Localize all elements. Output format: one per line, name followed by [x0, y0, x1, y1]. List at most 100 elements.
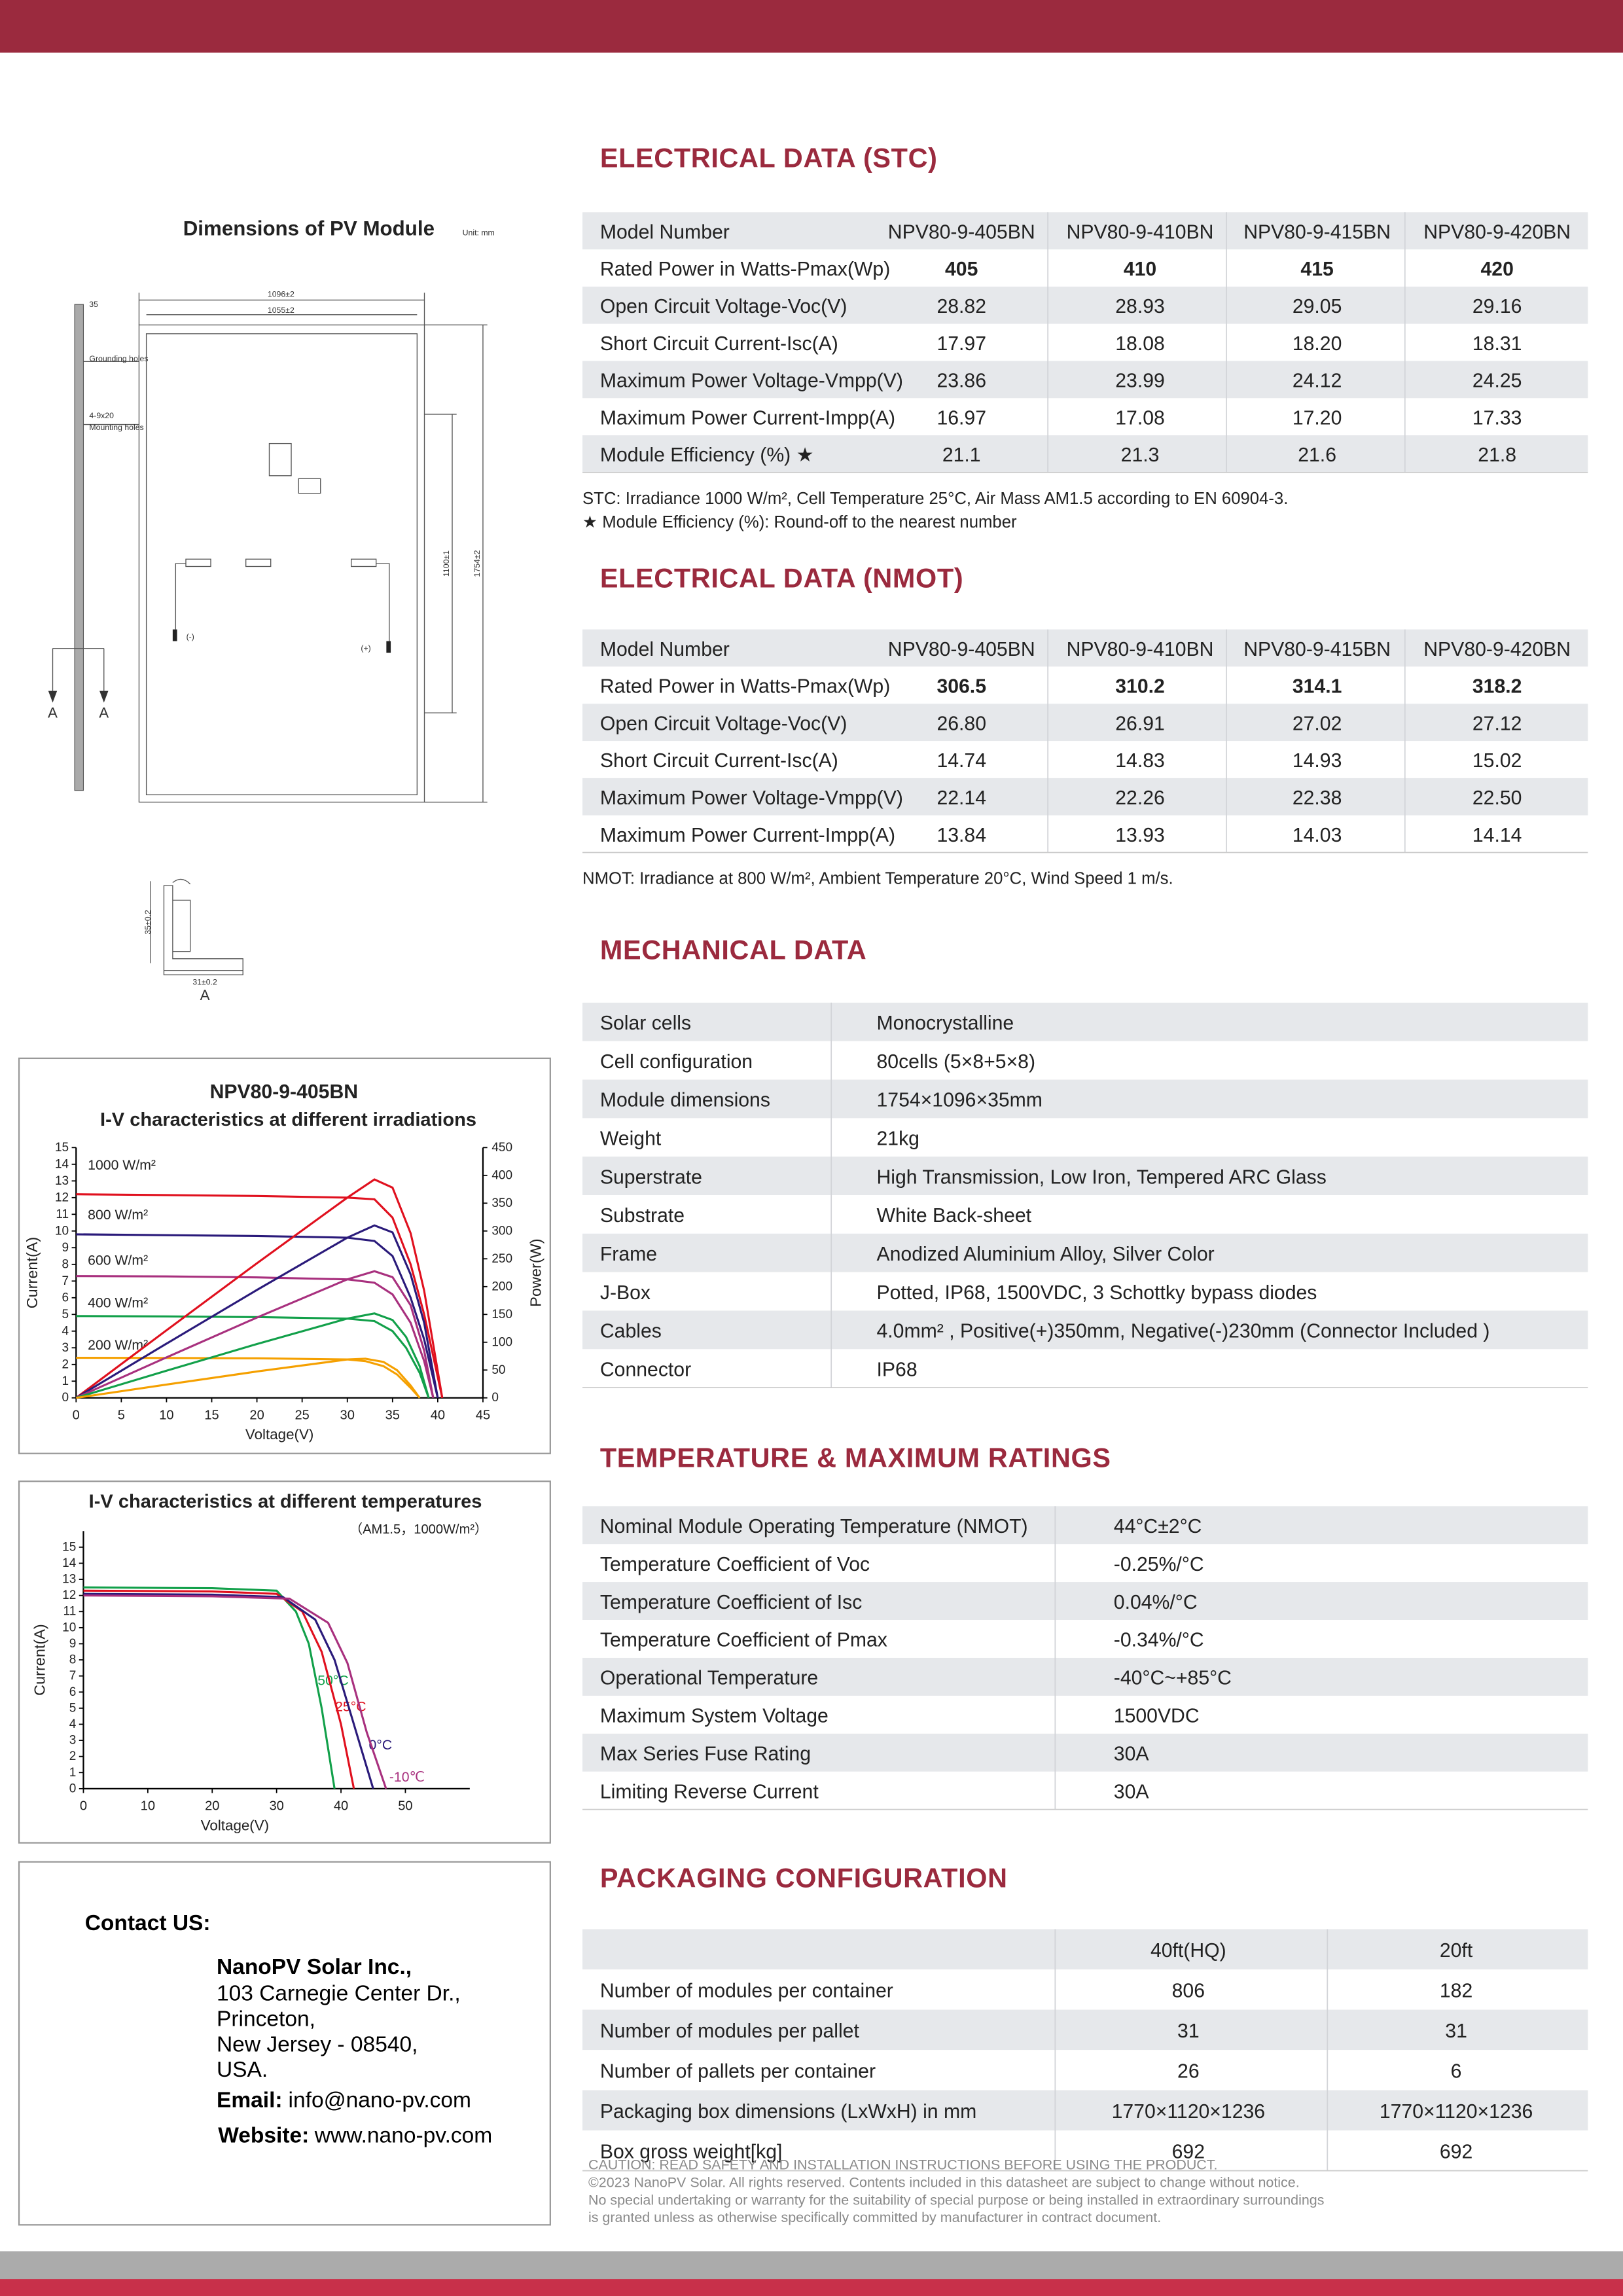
- curve: [75, 1270, 435, 1399]
- y-tick-label: 12: [55, 1191, 69, 1204]
- x-tick-label: 30: [340, 1408, 355, 1423]
- email: info@nano-pv.com: [289, 2089, 471, 2113]
- row-bg: [582, 1310, 1588, 1350]
- dimension-label: 1055±2: [268, 306, 294, 315]
- table-cell: IP68: [877, 1359, 918, 1380]
- table-cell: Open Circuit Voltage-Voc(V): [600, 296, 847, 317]
- curve: [76, 1193, 444, 1399]
- y-tick-label: 2: [69, 1749, 77, 1763]
- curve: [76, 1356, 421, 1399]
- bottom-grey-bar: [0, 2251, 1623, 2280]
- table-cell: 29.05: [1293, 296, 1342, 317]
- table-note: NMOT: Irradiance at 800 W/m², Ambient Te…: [582, 870, 1173, 888]
- table-cell: NPV80-9-405BN: [888, 639, 1035, 660]
- row-bg: [582, 1002, 1588, 1041]
- table-cell: 30A: [1114, 1781, 1150, 1803]
- y-tick-label: 10: [55, 1224, 69, 1238]
- table-cell: Rated Power in Watts-Pmax(Wp): [600, 676, 890, 698]
- table-cell: 310.2: [1115, 676, 1165, 698]
- contact-heading: Contact US:: [85, 1911, 211, 1935]
- table-cell: 24.12: [1293, 370, 1342, 392]
- curve-label: 800 W/m²: [88, 1207, 148, 1223]
- table-cell: 182: [1440, 1981, 1472, 2002]
- table-cell: Number of modules per pallet: [600, 2020, 860, 2042]
- table-cell: Frame: [600, 1244, 657, 1265]
- y-tick-label: 5: [69, 1701, 77, 1715]
- row-bg: [582, 1157, 1588, 1196]
- table-cell: 31: [1445, 2020, 1467, 2042]
- y-tick-label: 8: [62, 1257, 69, 1271]
- table-cell: 17.08: [1115, 407, 1165, 429]
- dimension-label: 35: [89, 300, 98, 309]
- row-bg: [582, 1657, 1588, 1696]
- table-cell: Maximum System Voltage: [600, 1706, 829, 1727]
- table-cell: Short Circuit Current-Isc(A): [600, 750, 838, 772]
- y2-axis-label: Power(W): [527, 1238, 544, 1306]
- table-cell: NPV80-9-415BN: [1243, 221, 1391, 243]
- table-cell: Module Efficiency (%) ★: [600, 444, 814, 466]
- section-title: TEMPERATURE & MAXIMUM RATINGS: [600, 1443, 1111, 1473]
- y-tick-label: 14: [55, 1157, 69, 1171]
- x-tick-label: 50: [398, 1799, 412, 1814]
- table-cell: Limiting Reverse Current: [600, 1781, 819, 1803]
- x-tick-label: 5: [118, 1408, 125, 1423]
- x-tick-label: 20: [205, 1799, 219, 1814]
- table-cell: Model Number: [600, 221, 730, 243]
- table-cell: 1500VDC: [1114, 1706, 1200, 1727]
- table-cell: Operational Temperature: [600, 1668, 818, 1689]
- row-bg: [582, 778, 1588, 816]
- y-tick-label: 6: [69, 1685, 77, 1699]
- y2-tick-label: 250: [491, 1252, 512, 1266]
- table-cell: NPV80-9-415BN: [1243, 639, 1391, 660]
- table-cell: Solar cells: [600, 1013, 691, 1034]
- table-cell: 1770×1120×1236: [1380, 2101, 1533, 2123]
- table-cell: Substrate: [600, 1205, 685, 1227]
- table-cell: 806: [1172, 1981, 1205, 2002]
- table-cell: Maximum Power Current-Impp(A): [600, 407, 895, 429]
- dimension-label: A: [200, 987, 210, 1003]
- table-cell: 17.20: [1293, 407, 1342, 429]
- x-tick-label: 30: [269, 1799, 283, 1814]
- x-axis-label: Voltage(V): [201, 1817, 269, 1833]
- table-cell: 692: [1172, 2142, 1205, 2163]
- table-cell: NPV80-9-410BN: [1067, 639, 1214, 660]
- table-cell: Rated Power in Watts-Pmax(Wp): [600, 259, 890, 280]
- table-cell: 28.82: [936, 296, 986, 317]
- table-cell: 14.93: [1293, 750, 1342, 772]
- y-tick-label: 15: [62, 1540, 76, 1554]
- x-tick-label: 25: [294, 1408, 309, 1423]
- y-tick-label: 6: [62, 1291, 69, 1304]
- y-axis-label: Current(A): [31, 1624, 48, 1696]
- table-cell: Number of modules per container: [600, 1981, 893, 2002]
- curve: [75, 1178, 444, 1399]
- table-cell: 17.97: [936, 333, 986, 355]
- table-cell: 22.38: [1293, 787, 1342, 809]
- table-cell: Superstrate: [600, 1166, 702, 1188]
- x-tick-label: 20: [249, 1408, 264, 1423]
- module-drawing: [48, 293, 488, 976]
- row-bg: [582, 286, 1588, 324]
- table-cell: 1754×1096×35mm: [877, 1090, 1043, 1111]
- table-cell: 22.14: [936, 787, 986, 809]
- table-cell: Cell configuration: [600, 1051, 753, 1073]
- row-bg: [582, 212, 1588, 250]
- company: NanoPV Solar Inc.,: [217, 1955, 412, 1979]
- table-cell: Cables: [600, 1321, 662, 1342]
- table-cell: White Back-sheet: [877, 1205, 1032, 1227]
- dimension-label: 1100±1: [442, 550, 451, 577]
- y-tick-label: 4: [62, 1324, 69, 1338]
- table-cell: 21.3: [1121, 444, 1160, 466]
- table-cell: Maximum Power Voltage-Vmpp(V): [600, 787, 903, 809]
- table-cell: Model Number: [600, 639, 730, 660]
- y2-tick-label: 100: [491, 1335, 512, 1349]
- address-line: 103 Carnegie Center Dr.,: [217, 1981, 461, 2005]
- table-cell: Box gross weight[kg]: [600, 2142, 783, 2163]
- table-cell: 18.20: [1293, 333, 1342, 355]
- section-title: ELECTRICAL DATA (STC): [600, 143, 938, 173]
- table-cell: 28.93: [1115, 296, 1165, 317]
- email-label: Email:: [217, 2089, 283, 2113]
- row-bg: [582, 629, 1588, 667]
- table-cell: Temperature Coefficient of Voc: [600, 1554, 870, 1575]
- y-tick-label: 15: [55, 1141, 69, 1155]
